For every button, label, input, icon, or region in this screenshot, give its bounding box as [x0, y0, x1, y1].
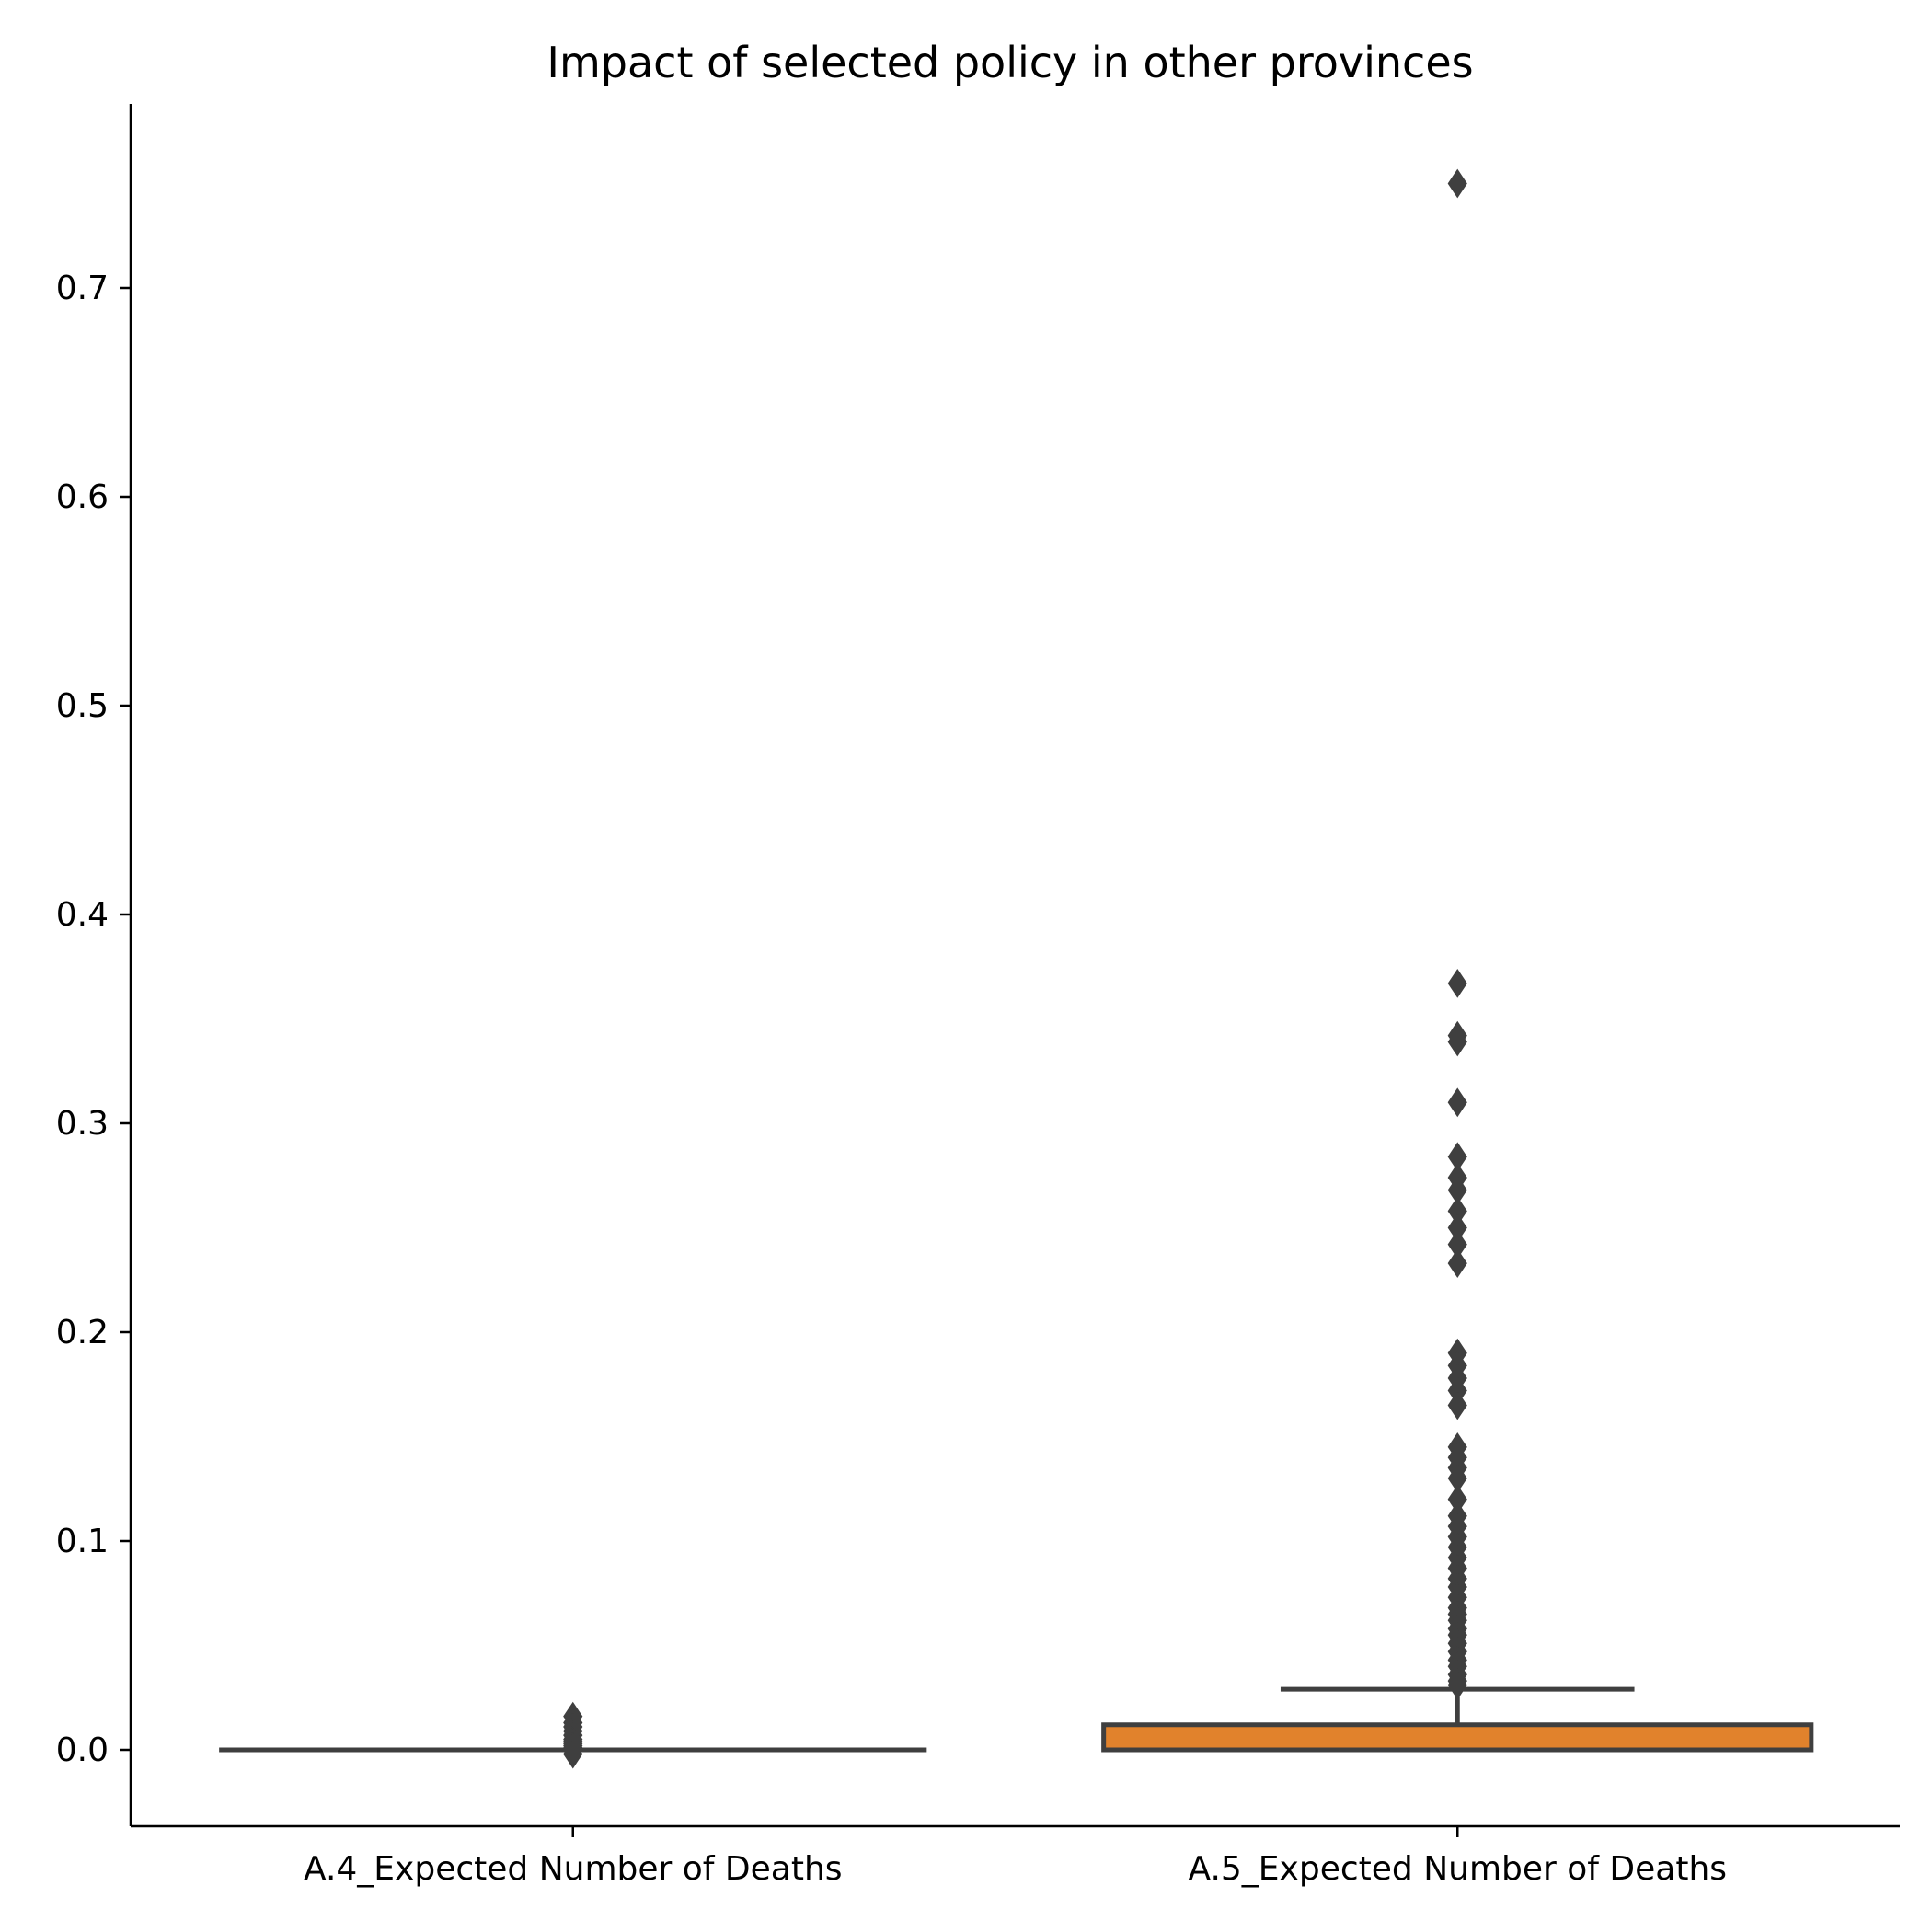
- x-tick-label: A.4_Expected Number of Deaths: [304, 1850, 843, 1888]
- y-tick-label: 0.7: [56, 270, 109, 307]
- y-tick-label: 0.6: [56, 478, 109, 516]
- x-tick-label: A.5_Expected Number of Deaths: [1188, 1850, 1727, 1888]
- y-tick-label: 0.1: [56, 1523, 109, 1560]
- box-group: [219, 1701, 927, 1769]
- chart-title: Impact of selected policy in other provi…: [546, 38, 1473, 87]
- box-body: [1101, 1722, 1814, 1753]
- outlier-point: [1447, 1027, 1467, 1057]
- outlier-point: [1447, 1248, 1467, 1278]
- outlier-point: [1447, 1670, 1467, 1700]
- box-group: [1101, 168, 1814, 1753]
- x-axis: A.4_Expected Number of Deaths A.5_Expecte…: [131, 1824, 1900, 1888]
- y-axis: 0.0 0.1 0.2 0.3 0.4 0.5 0.6 0.7: [56, 104, 132, 1826]
- outlier-point: [1447, 1087, 1467, 1118]
- plot-area: [219, 168, 1814, 1769]
- y-tick-label: 0.0: [56, 1731, 109, 1769]
- outlier-point: [1447, 168, 1467, 199]
- y-tick-label: 0.5: [56, 687, 109, 725]
- outlier-point: [1447, 969, 1467, 998]
- y-tick-label: 0.4: [56, 896, 109, 934]
- y-tick-label: 0.2: [56, 1314, 109, 1351]
- outlier-point: [1447, 1390, 1467, 1420]
- y-tick-label: 0.3: [56, 1105, 109, 1143]
- outlier-point: [563, 1739, 583, 1769]
